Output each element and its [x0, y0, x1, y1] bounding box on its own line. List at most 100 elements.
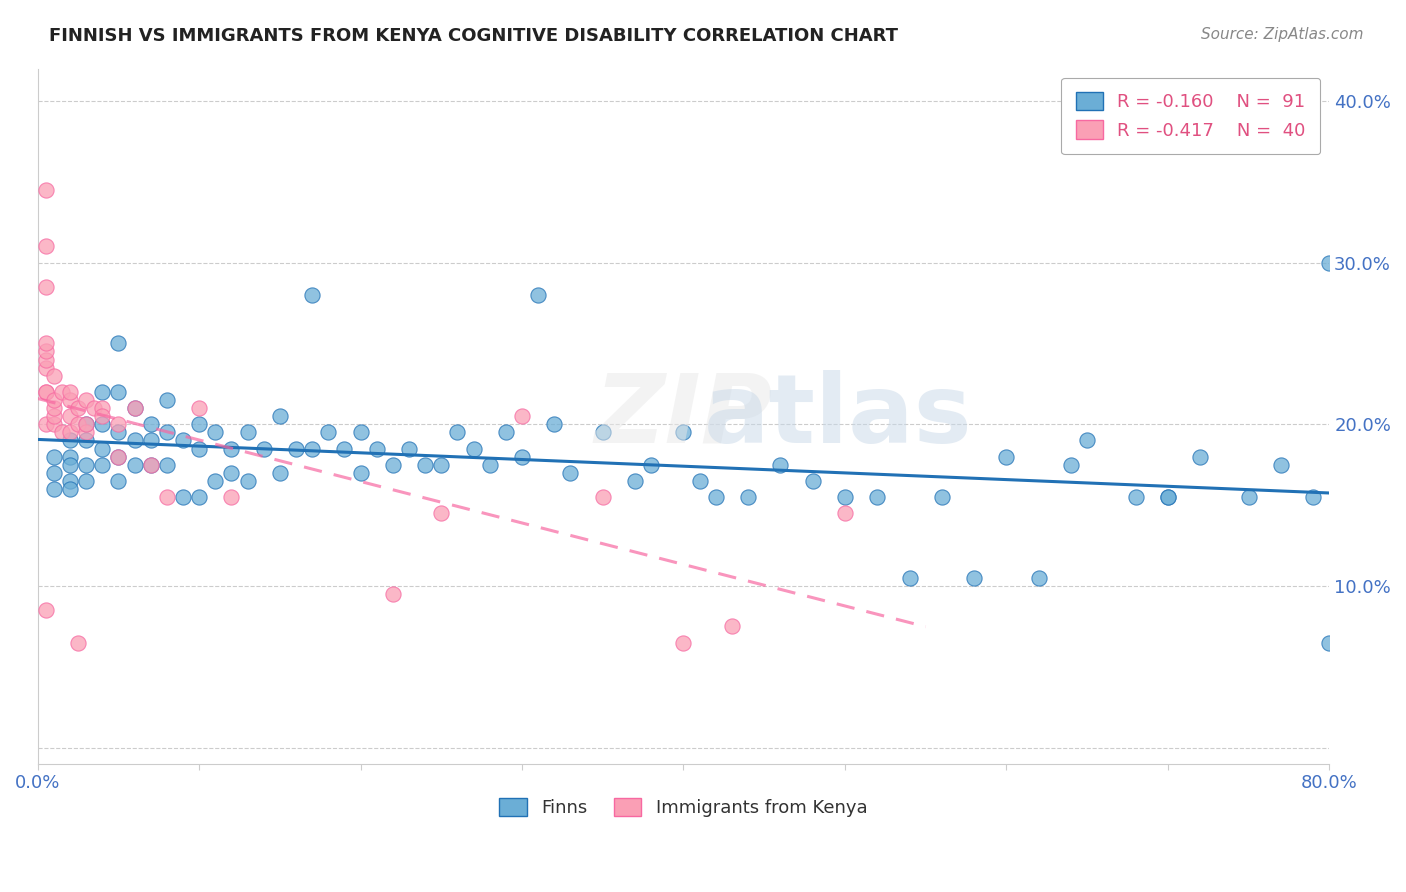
- Point: [139, 458, 162, 472]
- Point: [640, 458, 662, 472]
- Point: [124, 401, 146, 415]
- Point: [510, 409, 533, 424]
- Point: [42, 466, 65, 480]
- Point: [1076, 434, 1098, 448]
- Point: [42, 401, 65, 415]
- Point: [413, 458, 436, 472]
- Point: [67, 417, 90, 432]
- Point: [91, 442, 114, 456]
- Text: Source: ZipAtlas.com: Source: ZipAtlas.com: [1201, 27, 1364, 42]
- Point: [801, 474, 824, 488]
- Point: [316, 425, 339, 440]
- Point: [75, 417, 97, 432]
- Point: [75, 425, 97, 440]
- Point: [430, 458, 453, 472]
- Point: [301, 288, 323, 302]
- Point: [42, 409, 65, 424]
- Text: ZIP: ZIP: [595, 369, 772, 463]
- Point: [107, 384, 129, 399]
- Point: [91, 409, 114, 424]
- Point: [204, 474, 226, 488]
- Legend: Finns, Immigrants from Kenya: Finns, Immigrants from Kenya: [492, 790, 875, 824]
- Point: [35, 336, 58, 351]
- Point: [139, 458, 162, 472]
- Point: [124, 434, 146, 448]
- Point: [285, 442, 308, 456]
- Point: [1125, 490, 1147, 504]
- Point: [59, 425, 82, 440]
- Point: [381, 587, 404, 601]
- Point: [51, 384, 73, 399]
- Point: [995, 450, 1018, 464]
- Point: [107, 450, 129, 464]
- Point: [963, 571, 986, 585]
- Point: [446, 425, 468, 440]
- Point: [91, 417, 114, 432]
- Point: [35, 352, 58, 367]
- Point: [1270, 458, 1292, 472]
- Point: [59, 392, 82, 407]
- Point: [510, 450, 533, 464]
- Point: [898, 571, 921, 585]
- Point: [59, 409, 82, 424]
- Point: [478, 458, 501, 472]
- Point: [204, 425, 226, 440]
- Point: [269, 466, 291, 480]
- Point: [107, 425, 129, 440]
- Point: [172, 434, 194, 448]
- Point: [721, 619, 744, 633]
- Point: [704, 490, 727, 504]
- Point: [124, 401, 146, 415]
- Point: [672, 635, 695, 649]
- Point: [172, 490, 194, 504]
- Point: [1237, 490, 1260, 504]
- Point: [35, 280, 58, 294]
- Point: [75, 474, 97, 488]
- Point: [107, 417, 129, 432]
- Point: [42, 450, 65, 464]
- Point: [59, 434, 82, 448]
- Point: [1028, 571, 1050, 585]
- Point: [495, 425, 517, 440]
- Point: [75, 417, 97, 432]
- Point: [75, 392, 97, 407]
- Point: [253, 442, 276, 456]
- Point: [1302, 490, 1324, 504]
- Point: [349, 425, 371, 440]
- Point: [35, 344, 58, 359]
- Point: [67, 635, 90, 649]
- Point: [221, 490, 243, 504]
- Point: [83, 401, 105, 415]
- Point: [1189, 450, 1212, 464]
- Point: [124, 458, 146, 472]
- Point: [35, 183, 58, 197]
- Point: [107, 450, 129, 464]
- Point: [107, 474, 129, 488]
- Text: FINNISH VS IMMIGRANTS FROM KENYA COGNITIVE DISABILITY CORRELATION CHART: FINNISH VS IMMIGRANTS FROM KENYA COGNITI…: [49, 27, 898, 45]
- Point: [737, 490, 759, 504]
- Point: [91, 401, 114, 415]
- Point: [91, 458, 114, 472]
- Point: [156, 425, 179, 440]
- Point: [834, 506, 856, 520]
- Point: [188, 401, 211, 415]
- Point: [463, 442, 485, 456]
- Point: [689, 474, 711, 488]
- Point: [35, 360, 58, 375]
- Point: [592, 490, 614, 504]
- Point: [42, 392, 65, 407]
- Point: [1317, 635, 1340, 649]
- Point: [35, 239, 58, 253]
- Point: [543, 417, 565, 432]
- Point: [139, 417, 162, 432]
- Point: [42, 482, 65, 496]
- Point: [236, 474, 259, 488]
- Point: [188, 417, 211, 432]
- Point: [75, 458, 97, 472]
- Point: [139, 434, 162, 448]
- Point: [333, 442, 356, 456]
- Point: [59, 482, 82, 496]
- Point: [59, 450, 82, 464]
- Point: [236, 425, 259, 440]
- Point: [834, 490, 856, 504]
